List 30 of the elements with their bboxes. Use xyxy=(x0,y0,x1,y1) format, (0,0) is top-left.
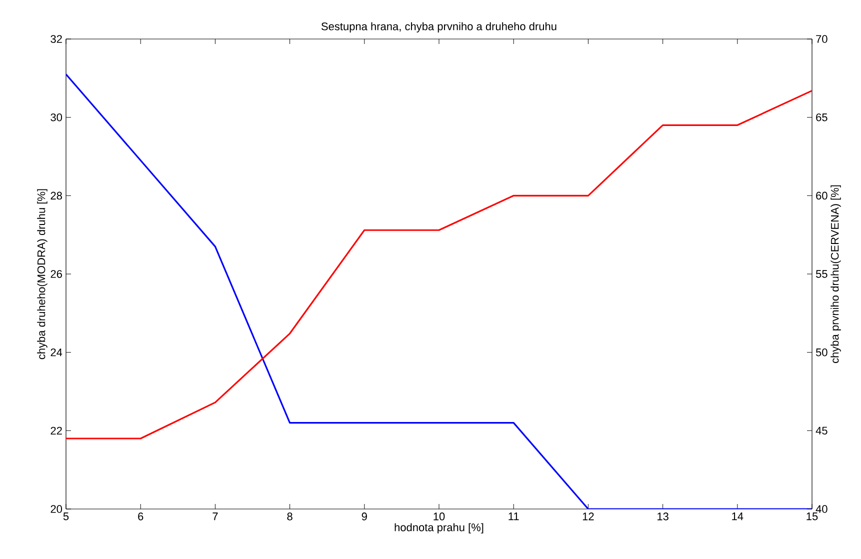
chart-title: Sestupna hrana, chyba prvniho a druheho druhu xyxy=(321,22,556,32)
y-tick-label: 32 xyxy=(50,35,62,43)
y2-tick-label: 60 xyxy=(816,192,828,200)
x-tick-label: 9 xyxy=(362,512,367,520)
y2-tick-label: 65 xyxy=(816,113,828,122)
y-tick-label: 24 xyxy=(50,348,62,356)
x-tick-label: 7 xyxy=(212,512,218,520)
x-tick-label: 14 xyxy=(732,512,744,520)
y2-tick-label: 45 xyxy=(816,426,828,435)
y-tick-label: 20 xyxy=(50,505,62,513)
x-tick-label: 6 xyxy=(138,512,144,520)
line-series xyxy=(66,90,812,440)
x-tick-label: 11 xyxy=(508,512,519,520)
y-tick-label: 30 xyxy=(50,113,62,122)
x-tick-label: 5 xyxy=(63,512,69,520)
y-tick-label: 22 xyxy=(50,426,62,435)
y2-tick-label: 40 xyxy=(816,505,828,513)
x-tick-label: 8 xyxy=(287,512,292,520)
y2-tick-label: 55 xyxy=(816,270,828,278)
y-tick-label: 28 xyxy=(50,192,62,200)
x-tick-label: 10 xyxy=(434,512,445,520)
x-tick-label: 13 xyxy=(658,512,668,520)
x-axis-title: hodnota prahu [%] xyxy=(394,523,484,534)
y-tick-label: 26 xyxy=(50,270,62,278)
y2-tick-label: 50 xyxy=(816,348,828,356)
y-axis-title: chyba druheho(MODRA) druhu [%] xyxy=(37,189,48,360)
x-tick-label: 12 xyxy=(582,512,594,520)
x-tick-label: 15 xyxy=(806,512,818,520)
y2-axis-title: chyba prvniho druhu(CERVENA) [%] xyxy=(830,185,841,363)
y2-tick-label: 70 xyxy=(816,35,828,43)
